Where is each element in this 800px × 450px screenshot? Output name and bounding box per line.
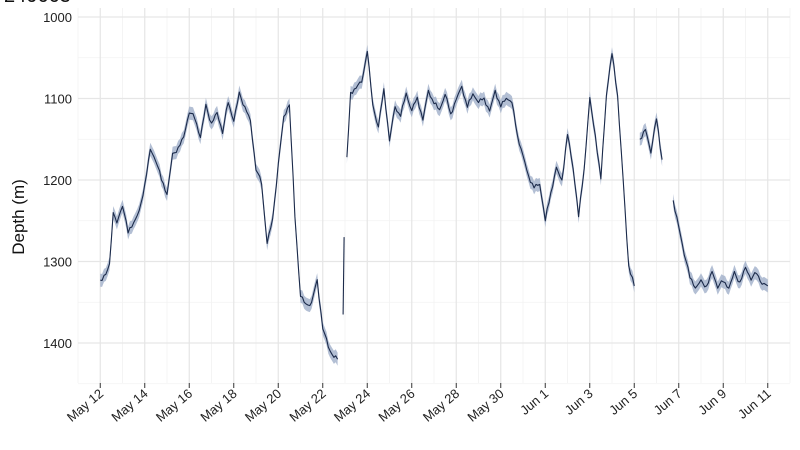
x-tick-label: Jun 1 — [517, 386, 551, 418]
y-axis-title: Depth (m) — [9, 179, 28, 255]
confidence-band — [639, 112, 663, 167]
x-tick-label: Jun 11 — [735, 386, 774, 422]
y-tick-label: 1000 — [43, 10, 72, 25]
x-tick-label: Jun 5 — [606, 386, 640, 418]
confidence-band — [673, 193, 768, 295]
confidence-band — [346, 44, 635, 293]
x-tick-label: Jun 3 — [562, 386, 596, 418]
depth-line — [672, 200, 769, 289]
x-tick-label: Jun 7 — [651, 386, 685, 418]
grid-lines — [77, 8, 791, 385]
depth-series — [100, 50, 769, 360]
x-tick-label: May 16 — [153, 386, 195, 425]
depth-line — [100, 91, 339, 360]
x-axis-ticks: May 12 May 14 May 16 May 18 May 20 May 22 May … — [64, 383, 774, 425]
depth-line — [342, 237, 345, 315]
x-tick-label: May 24 — [331, 386, 373, 425]
y-tick-label: 1400 — [43, 336, 72, 351]
x-tick-label: Jun 9 — [695, 386, 729, 418]
x-tick-label: May 12 — [64, 386, 106, 425]
depth-line — [639, 118, 663, 160]
x-tick-label: May 28 — [420, 386, 462, 425]
x-tick-label: May 30 — [464, 386, 506, 425]
y-axis-ticks: 1000 1100 1200 1300 1400 — [43, 10, 72, 351]
x-tick-label: May 18 — [197, 386, 239, 425]
depth-line — [346, 50, 635, 287]
x-tick-label: May 14 — [108, 386, 150, 425]
x-tick-label: May 20 — [242, 386, 284, 425]
chart-title: 240663 — [4, 0, 71, 7]
confidence-band — [100, 85, 338, 366]
y-tick-label: 1100 — [44, 92, 72, 107]
y-tick-label: 1300 — [43, 255, 72, 270]
x-tick-label: May 26 — [375, 386, 417, 425]
y-tick-label: 1200 — [43, 173, 72, 188]
x-tick-label: May 22 — [286, 386, 328, 425]
